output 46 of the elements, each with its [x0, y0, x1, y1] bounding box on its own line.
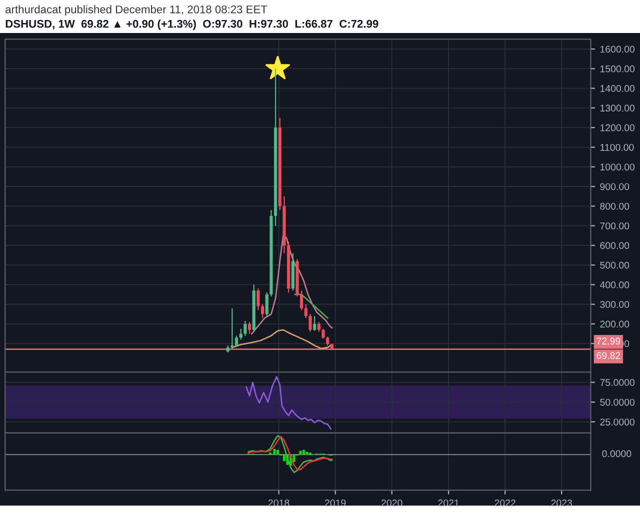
candlestick — [234, 335, 238, 348]
x-tick-label: 2022 — [494, 499, 516, 506]
candlestick — [260, 304, 264, 319]
chart-title: arthurdacat published December 11, 2018 08:23 EET — [6, 5, 268, 16]
x-tick-label: 2019 — [325, 499, 346, 506]
x-tick-label: 2018 — [268, 499, 290, 506]
line-series — [231, 329, 333, 350]
line-series — [246, 376, 332, 430]
y-tick-label: 400.00 — [600, 281, 630, 288]
y-tick-label: 25.0000 — [600, 418, 635, 426]
y-tick-label: 300.00 — [600, 301, 630, 308]
candlestick — [244, 320, 247, 336]
y-tick-label: 1600.00 — [600, 46, 635, 53]
candlestick — [256, 288, 260, 311]
y-tick-label: 800.00 — [600, 202, 630, 210]
ref-line-label: 69.82 — [596, 352, 620, 360]
candlestick — [248, 321, 252, 334]
y-tick-label: 700.00 — [600, 222, 630, 230]
candlestick — [308, 314, 312, 332]
candlestick — [304, 304, 308, 319]
y-tick-label: 1400.00 — [600, 85, 635, 92]
y-tick-label: 1300.00 — [600, 104, 635, 112]
y-tick-label: 1100.00 — [600, 144, 634, 151]
line-series — [250, 234, 333, 334]
y-tick-label: 75.0000 — [600, 379, 635, 386]
candlestick — [239, 328, 242, 340]
candlestick — [313, 316, 316, 332]
candlestick — [300, 290, 304, 311]
candlestick — [322, 328, 325, 340]
y-tick-label: 1000.00 — [600, 164, 635, 170]
ref-line-label: 72.99 — [596, 338, 620, 345]
y-tick-label: 900.00 — [600, 183, 630, 190]
x-tick-label: 2020 — [382, 499, 402, 506]
x-tick-label: 2021 — [438, 499, 459, 506]
y-tick-label: 600.00 — [600, 242, 630, 250]
candlestick — [317, 321, 320, 332]
candlestick — [265, 292, 268, 317]
y-tick-label: 50.0000 — [600, 398, 635, 406]
y-tick-label: 500.00 — [600, 262, 630, 269]
x-tick-label: 2023 — [551, 499, 572, 506]
y-tick-label: 200.00 — [600, 320, 630, 328]
text: 0.0000 — [602, 450, 632, 458]
candlestick — [230, 308, 234, 350]
y-tick-label: 1500.00 — [600, 65, 635, 72]
chart-subtitle: DSHUSD, 1W 69.82 ▲ +0.90 (+1.3%) O:97.30 H:97.30 L:66.87 C:72.99 — [6, 20, 378, 30]
y-tick-label: 1200.00 — [600, 124, 635, 132]
